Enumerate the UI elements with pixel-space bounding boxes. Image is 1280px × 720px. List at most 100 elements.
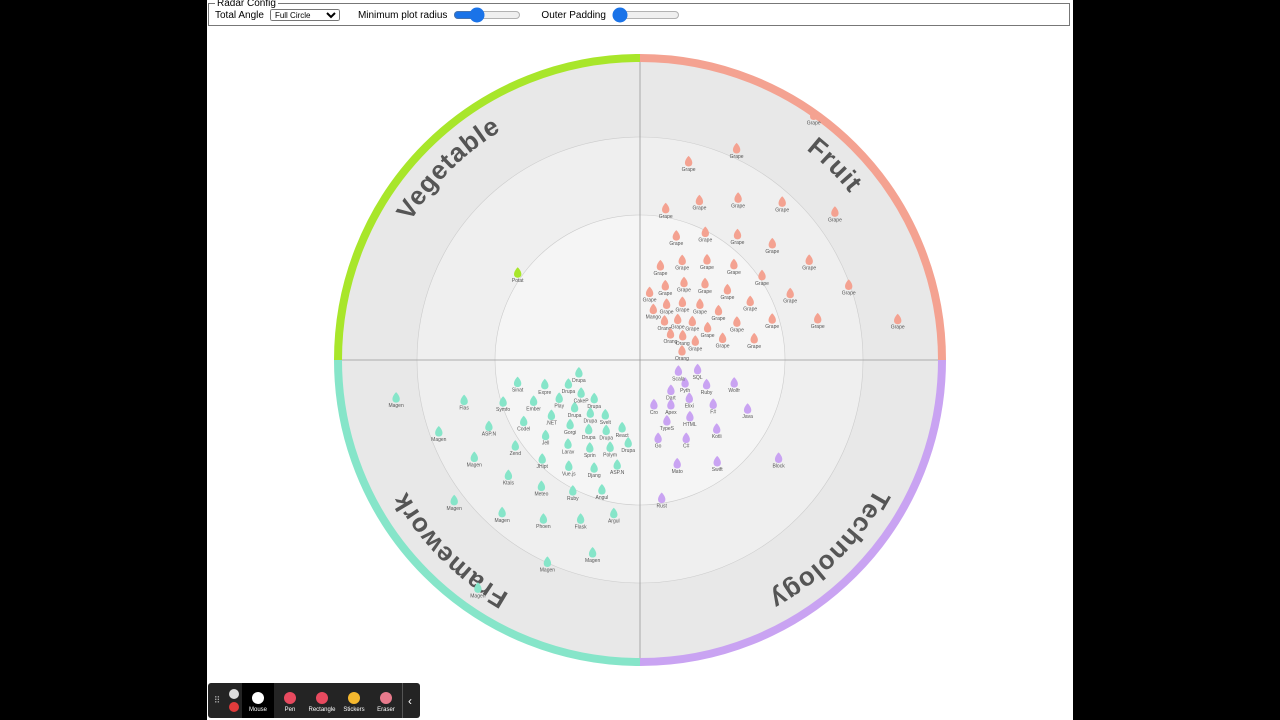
blip[interactable]: React — [616, 421, 630, 439]
blip[interactable]: Play — [554, 392, 565, 409]
blip[interactable]: Mato — [672, 457, 683, 475]
blip[interactable]: Magen — [467, 451, 483, 469]
radius-slider[interactable] — [453, 11, 522, 19]
blip[interactable]: Grape — [842, 279, 856, 296]
blip[interactable]: Sprin — [584, 442, 596, 459]
blip[interactable]: Argul — [608, 507, 620, 525]
blip[interactable]: Drupa — [599, 424, 613, 442]
blip[interactable]: Scala — [672, 365, 685, 382]
blip[interactable]: Grape — [659, 202, 673, 220]
blip[interactable]: Gorgi — [564, 418, 576, 436]
blip[interactable]: Grape — [675, 254, 689, 272]
blip[interactable]: Orang — [658, 315, 672, 332]
blip[interactable]: Grape — [712, 304, 726, 322]
blip[interactable]: Flask — [575, 513, 587, 530]
padding-slider[interactable] — [611, 11, 680, 19]
blip[interactable]: Grape — [643, 286, 657, 304]
blip[interactable]: Grape — [811, 312, 825, 330]
blip[interactable]: Apex — [665, 398, 677, 416]
blip[interactable]: Magen — [585, 547, 601, 564]
blip[interactable]: Drupa — [562, 378, 576, 395]
blip[interactable]: Grape — [698, 277, 712, 295]
blip[interactable]: Grape — [755, 269, 769, 287]
blip[interactable]: Drupa — [582, 423, 596, 441]
blip[interactable]: C# — [682, 432, 690, 450]
blip[interactable]: Rust — [657, 492, 668, 510]
blip[interactable]: Grape — [688, 335, 702, 352]
blip[interactable]: SQL — [693, 363, 703, 381]
tool-button[interactable]: Eraser — [370, 683, 402, 718]
blip[interactable]: Vue.js — [562, 460, 576, 477]
blip[interactable]: Magen — [494, 506, 510, 524]
blip[interactable]: Grape — [716, 332, 730, 350]
blip[interactable]: Grape — [700, 254, 714, 271]
blip[interactable]: Grape — [730, 142, 744, 160]
blip[interactable]: Potat — [512, 267, 524, 284]
blip[interactable]: Codel — [517, 415, 530, 433]
blip[interactable]: Grape — [720, 283, 735, 301]
blip[interactable]: Grape — [677, 276, 691, 294]
stop-button[interactable] — [229, 702, 239, 712]
blip[interactable]: TypeS — [660, 415, 675, 432]
blip[interactable]: JHipt — [536, 453, 548, 470]
blip[interactable]: Grape — [671, 313, 685, 331]
angle-select[interactable]: Full Circle — [269, 9, 340, 21]
blip[interactable]: Block — [772, 452, 785, 469]
blip[interactable]: Svelt — [600, 409, 612, 426]
blip[interactable]: Grape — [783, 287, 797, 305]
blip[interactable]: Flas — [459, 394, 469, 412]
blip[interactable]: ASP.N — [610, 459, 625, 476]
blip[interactable]: Orang — [676, 329, 690, 347]
blip[interactable]: CakeP — [574, 387, 590, 404]
blip[interactable]: Swift — [712, 455, 723, 473]
blip[interactable]: Magen — [540, 556, 556, 573]
blip[interactable]: Grape — [891, 313, 905, 331]
blip[interactable]: Grape — [669, 230, 683, 247]
blip[interactable]: Grape — [828, 206, 842, 223]
blip[interactable]: Wolfr — [728, 377, 740, 394]
blip[interactable]: Grape — [743, 295, 757, 313]
drag-handle[interactable]: ⠿ — [213, 695, 221, 705]
tool-button[interactable]: Stickers — [338, 683, 370, 718]
blip[interactable]: Grape — [731, 228, 745, 246]
blip[interactable]: F# — [709, 398, 717, 415]
pause-button[interactable] — [229, 689, 239, 699]
blip[interactable]: Sinat — [512, 376, 524, 394]
blip[interactable]: Grape — [731, 192, 745, 209]
blip[interactable]: Mango — [646, 303, 662, 321]
blip[interactable]: Grape — [653, 259, 668, 277]
blip[interactable]: Grape — [682, 155, 696, 173]
blip[interactable]: Magen — [431, 426, 447, 443]
blip[interactable]: Expre — [538, 378, 552, 396]
blip[interactable]: Larav — [562, 438, 575, 455]
blip[interactable]: Go — [654, 432, 662, 450]
blip[interactable]: Orang — [664, 328, 678, 345]
blip[interactable]: Magen — [388, 392, 404, 409]
blip[interactable]: Zend — [510, 440, 522, 457]
blip[interactable]: Ember — [526, 395, 541, 412]
blip[interactable]: Drupa — [568, 401, 582, 419]
blip[interactable]: Jell — [542, 429, 550, 447]
blip[interactable]: Djang — [588, 462, 601, 479]
blip[interactable]: Grape — [765, 313, 779, 330]
blip[interactable]: Symfo — [496, 396, 510, 413]
blip[interactable]: Grape — [693, 298, 707, 315]
blip[interactable]: Dart — [666, 384, 676, 402]
blip[interactable]: HTML — [683, 410, 697, 428]
blip[interactable]: Angul — [596, 484, 609, 501]
blip[interactable]: Grape — [807, 109, 821, 126]
blip[interactable]: Grape — [685, 315, 699, 333]
blip[interactable]: Polym — [603, 441, 617, 458]
blip[interactable]: Grape — [692, 194, 707, 212]
blip[interactable]: .NET — [546, 409, 557, 427]
blip[interactable]: Drupa — [587, 392, 601, 410]
blip[interactable]: Grape — [775, 196, 789, 213]
collapse-button[interactable]: ‹ — [402, 683, 417, 718]
blip[interactable]: ASP.N — [482, 420, 497, 438]
blip[interactable]: Ruby — [701, 378, 713, 396]
blip[interactable]: Magen — [470, 582, 486, 599]
blip[interactable]: Orang — [675, 345, 689, 362]
blip[interactable]: Magen — [447, 494, 463, 512]
blip[interactable]: Grape — [802, 254, 816, 271]
blip[interactable]: Drupa — [621, 437, 635, 454]
